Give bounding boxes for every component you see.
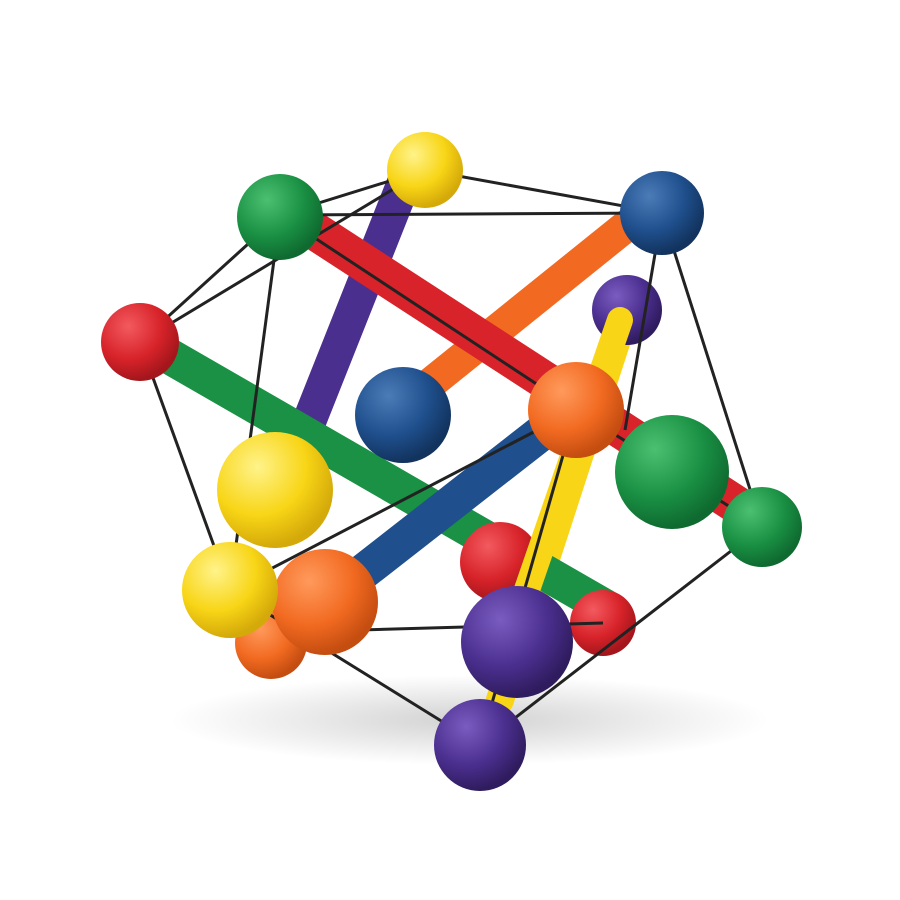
bead-yellow-middle-left: [217, 432, 333, 548]
bead-purple-bottom: [434, 699, 526, 791]
bead-green-far-right: [722, 487, 802, 567]
bead-purple-lower: [461, 586, 573, 698]
bead-blue-top-right: [620, 171, 704, 255]
bead-orange-center: [528, 362, 624, 458]
bead-green-top-left: [237, 174, 323, 260]
bead-yellow-lower-left: [182, 542, 278, 638]
bead-green-right: [615, 415, 729, 529]
bead-yellow-top: [387, 132, 463, 208]
bead-red-left: [101, 303, 179, 381]
bead-blue-center: [355, 367, 451, 463]
bead-orange-lower: [272, 549, 378, 655]
